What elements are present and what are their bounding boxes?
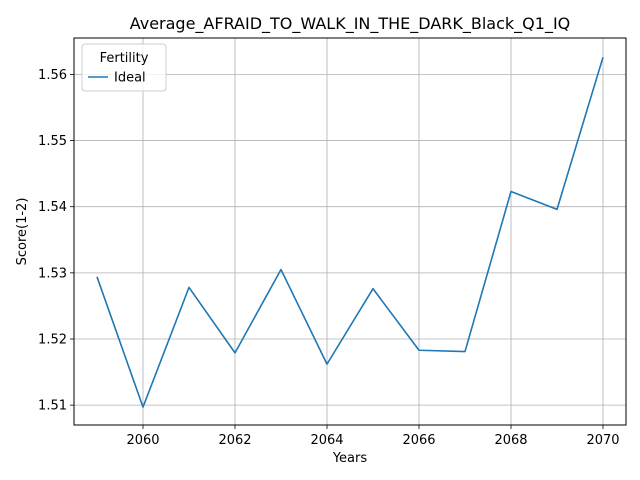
x-axis-label: Years — [332, 451, 368, 466]
x-tick-label: 2064 — [310, 433, 343, 448]
chart-title: Average_AFRAID_TO_WALK_IN_THE_DARK_Black… — [130, 14, 571, 34]
series-line-0 — [96, 56, 604, 408]
x-tick-label: 2062 — [218, 433, 251, 448]
x-tick-label: 2070 — [586, 433, 619, 448]
y-tick-label: 1.54 — [38, 200, 67, 215]
x-tick-label: 2068 — [494, 433, 527, 448]
x-axis: 2060 2062 2064 2066 2068 2070 — [126, 425, 620, 448]
y-tick-label: 1.56 — [38, 68, 67, 83]
legend: Fertility Ideal — [81, 43, 167, 92]
y-tick-label: 1.52 — [38, 333, 67, 348]
y-tick-label: 1.55 — [38, 134, 67, 149]
y-axis-label: Score(1-2) — [15, 198, 30, 266]
y-axis: 1.51 1.52 1.53 1.54 1.55 1.56 — [38, 68, 74, 414]
series-lines — [96, 56, 604, 408]
legend-title: Fertility — [100, 51, 149, 66]
plot-frame — [73, 37, 627, 426]
x-tick-label: 2060 — [126, 433, 159, 448]
grid — [74, 38, 626, 425]
legend-label: Ideal — [114, 71, 146, 86]
legend-items: Ideal — [88, 71, 146, 86]
legend-box — [81, 43, 167, 92]
y-tick-label: 1.53 — [38, 266, 67, 281]
x-tick-label: 2066 — [402, 433, 435, 448]
y-tick-label: 1.51 — [38, 399, 67, 414]
